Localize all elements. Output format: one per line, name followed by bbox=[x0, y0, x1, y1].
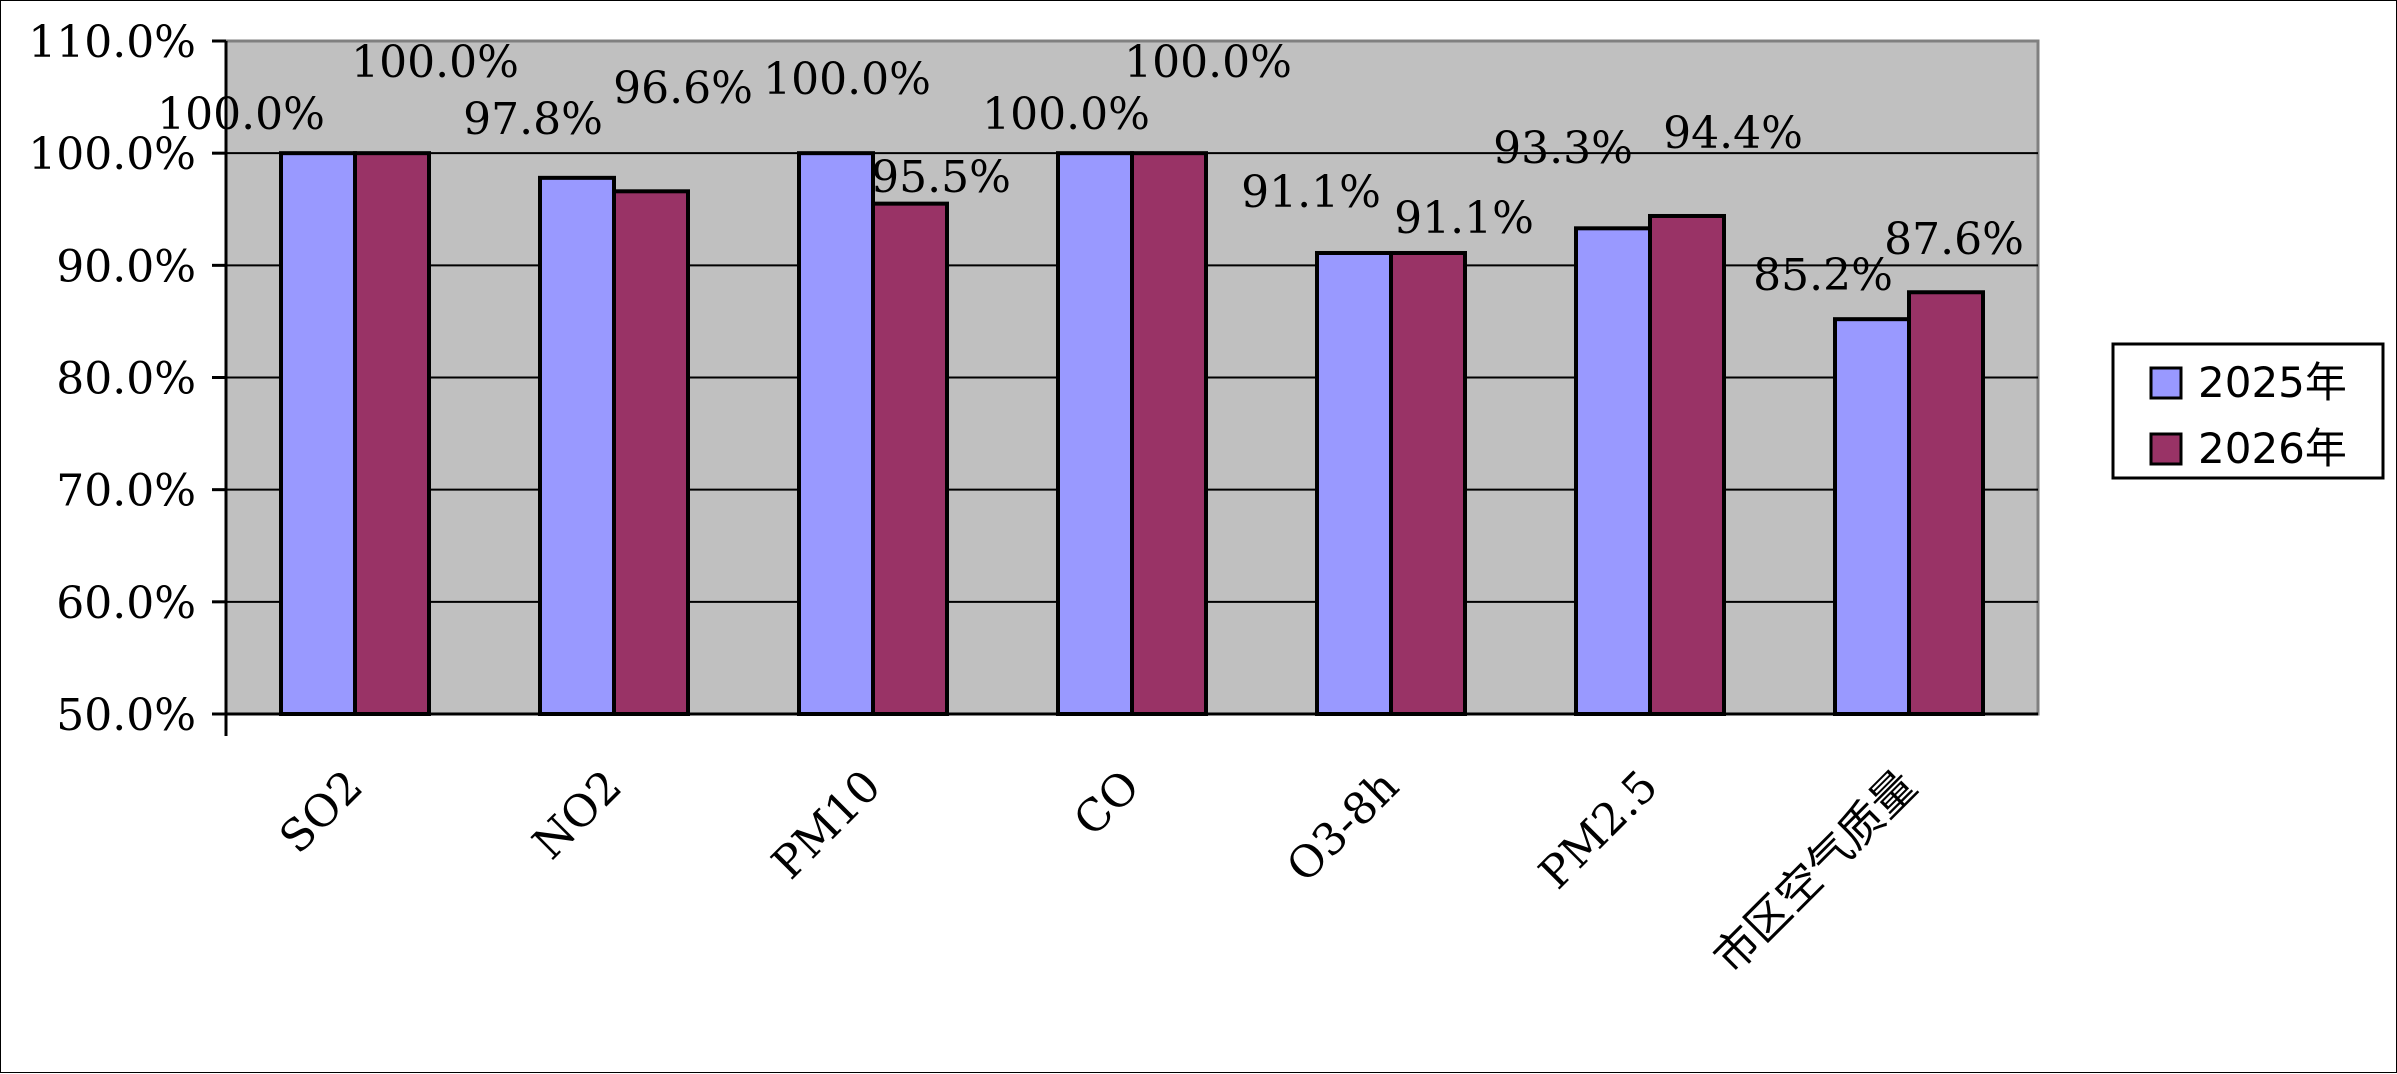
bar-series2 bbox=[353, 151, 431, 716]
legend: 2025年 2026年 bbox=[2111, 342, 2385, 480]
legend-swatch bbox=[2149, 366, 2183, 400]
x-category-label: PM2.5 bbox=[1529, 761, 1667, 899]
x-category-label: SO2 bbox=[270, 761, 373, 864]
y-tick-label: 100.0% bbox=[28, 129, 196, 180]
bar-series1 bbox=[1574, 226, 1652, 716]
bar-series2 bbox=[1907, 290, 1985, 716]
bar-series1 bbox=[1056, 151, 1134, 716]
bar-series1 bbox=[279, 151, 357, 716]
bar-series1 bbox=[797, 151, 875, 716]
data-label: 100.0% bbox=[157, 89, 325, 140]
data-label: 95.5% bbox=[871, 152, 1011, 203]
y-tick-label: 70.0% bbox=[56, 466, 196, 517]
x-category-label: PM10 bbox=[762, 761, 890, 889]
bar-series1 bbox=[538, 175, 616, 717]
y-tick-label: 110.0% bbox=[28, 17, 196, 68]
y-tick-label: 90.0% bbox=[56, 241, 196, 292]
data-label: 87.6% bbox=[1884, 214, 2024, 265]
data-label: 100.0% bbox=[982, 89, 1150, 140]
data-label: 94.4% bbox=[1663, 108, 1803, 159]
legend-box bbox=[2111, 342, 2385, 480]
data-label: 93.3% bbox=[1493, 123, 1633, 174]
legend-label: 2026年 bbox=[2198, 424, 2347, 473]
data-label: 96.6% bbox=[613, 63, 753, 114]
y-tick-label: 80.0% bbox=[56, 354, 196, 405]
x-category-label: 市区空气质量 bbox=[1704, 761, 1927, 984]
bar-series2 bbox=[1648, 213, 1726, 716]
data-label: 100.0% bbox=[351, 37, 519, 88]
bar-series2 bbox=[1130, 151, 1208, 716]
x-category-label: NO2 bbox=[523, 761, 632, 870]
data-label: 100.0% bbox=[1124, 37, 1292, 88]
data-label: 85.2% bbox=[1753, 250, 1893, 301]
bar-series2 bbox=[612, 189, 690, 716]
data-label: 97.8% bbox=[463, 94, 603, 145]
bar-series2 bbox=[871, 201, 949, 716]
data-label: 91.1% bbox=[1241, 167, 1381, 218]
x-category-label: CO bbox=[1064, 761, 1149, 846]
bar-series1 bbox=[1315, 250, 1393, 716]
y-tick-label: 50.0% bbox=[56, 690, 196, 741]
data-label: 100.0% bbox=[763, 54, 931, 105]
data-label: 91.1% bbox=[1394, 193, 1534, 244]
bar-series1 bbox=[1833, 317, 1911, 716]
plot-area: 50.0% 60.0% 70.0% 80.0% 90.0% 100.0% 110.0% SO2… bbox=[28, 17, 2040, 984]
legend-label: 2025年 bbox=[2198, 358, 2347, 407]
y-tick-label: 60.0% bbox=[56, 578, 196, 629]
x-category-label: O3-8h bbox=[1277, 761, 1409, 893]
legend-swatch bbox=[2149, 432, 2183, 466]
bar-series2 bbox=[1389, 250, 1467, 716]
